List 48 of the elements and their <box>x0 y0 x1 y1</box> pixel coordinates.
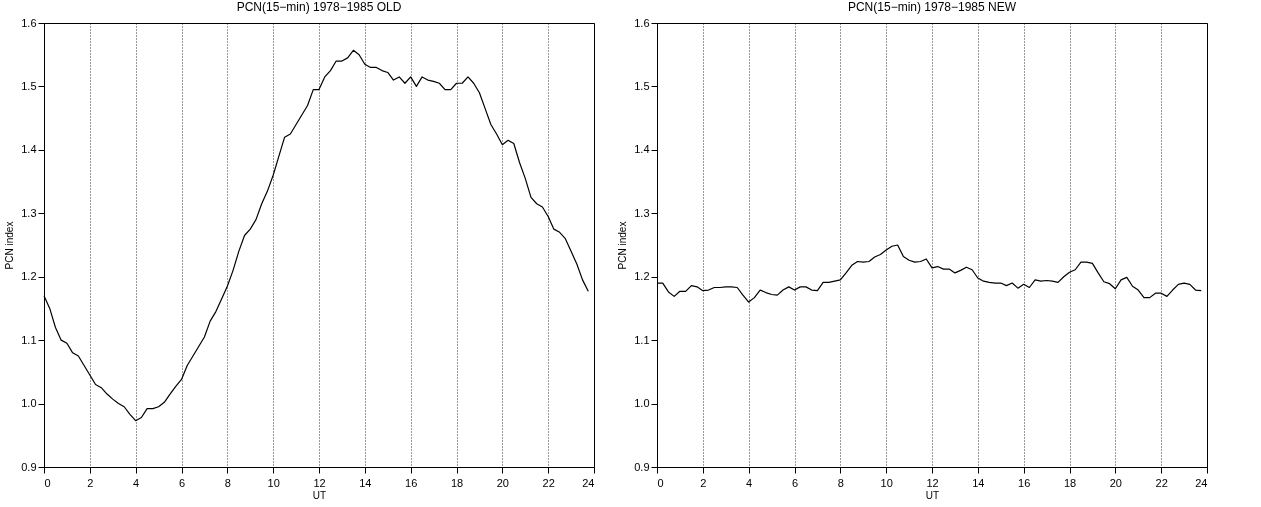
y-tick-label: 0.9 <box>21 460 37 473</box>
y-tick-label: 1.3 <box>21 206 37 219</box>
x-tick-label: 6 <box>791 476 799 489</box>
y-axis-title: PCN index <box>4 221 16 270</box>
x-tick-label: 22 <box>1155 476 1168 489</box>
x-tick-label: 16 <box>1018 476 1031 489</box>
x-tick-label: 24 <box>1195 476 1208 489</box>
y-tick-label: 1.4 <box>21 143 37 156</box>
y-tick-label: 1.3 <box>634 206 650 219</box>
x-tick-label: 22 <box>542 476 555 489</box>
y-tick-label: 1.4 <box>634 143 650 156</box>
y-tick-label: 1.2 <box>634 270 650 283</box>
y-tick-label: 1.1 <box>634 333 650 346</box>
x-axis-title: UT <box>312 489 327 501</box>
x-tick-label: 2 <box>700 476 707 489</box>
x-tick-label: 8 <box>837 476 844 489</box>
y-axis-title: PCN index <box>617 221 629 270</box>
x-tick-label: 8 <box>224 476 231 489</box>
x-tick-label: 10 <box>267 476 280 489</box>
x-tick-label: 18 <box>450 476 464 489</box>
y-tick-label: 1.6 <box>21 16 37 29</box>
chart-title: PCN(15−min) 1978−1985 NEW <box>847 0 1017 14</box>
y-tick-label: 1.5 <box>21 79 37 92</box>
y-tick-label: 1.0 <box>634 397 650 410</box>
x-tick-label: 20 <box>496 476 509 489</box>
y-tick-label: 1.6 <box>634 16 650 29</box>
x-tick-label: 6 <box>178 476 186 489</box>
x-tick-label: 18 <box>1063 476 1077 489</box>
y-tick-label: 1.1 <box>21 333 37 346</box>
x-tick-label: 0 <box>657 476 664 489</box>
y-tick-label: 1.2 <box>21 270 37 283</box>
x-tick-label: 14 <box>972 476 985 489</box>
x-axis-title: UT <box>925 489 940 501</box>
x-tick-label: 14 <box>359 476 372 489</box>
x-tick-label: 20 <box>1109 476 1122 489</box>
y-tick-label: 1.0 <box>21 397 37 410</box>
y-tick-label: 1.5 <box>634 79 650 92</box>
x-tick-label: 16 <box>405 476 418 489</box>
x-tick-label: 0 <box>44 476 51 489</box>
x-tick-label: 4 <box>133 476 140 489</box>
x-tick-label: 4 <box>746 476 753 489</box>
x-tick-label: 2 <box>87 476 94 489</box>
x-tick-label: 12 <box>313 476 326 489</box>
chart-title: PCN(15−min) 1978−1985 OLD <box>236 0 402 14</box>
x-tick-label: 24 <box>582 476 595 489</box>
x-tick-label: 10 <box>880 476 893 489</box>
x-tick-label: 12 <box>926 476 939 489</box>
y-tick-label: 0.9 <box>634 460 650 473</box>
